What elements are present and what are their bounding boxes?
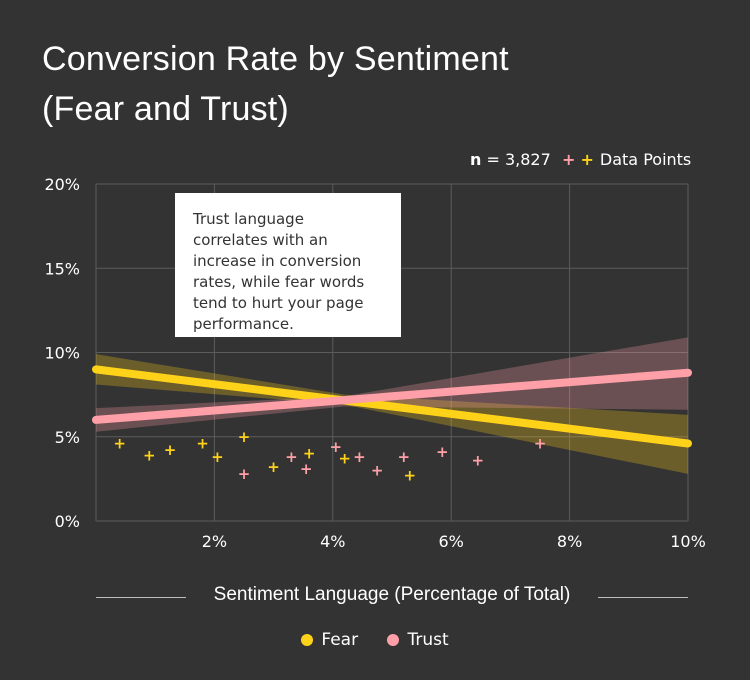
- trend-lines: [92, 365, 692, 448]
- fear-data-point: +: [303, 445, 316, 463]
- data-points: ++ + +++++ +++++++++ + ++: [113, 428, 546, 485]
- fear-data-point: +: [164, 441, 177, 459]
- trust-data-point: +: [353, 448, 366, 466]
- sample-size-value: = 3,827: [486, 150, 551, 169]
- annotation-callout: Trust language correlates with an increa…: [175, 193, 401, 337]
- x-tick-label: 10%: [670, 532, 706, 551]
- trust-data-point: +: [436, 443, 449, 461]
- trust-plus-icon: +: [562, 150, 576, 169]
- y-tick-label: 10%: [44, 344, 80, 363]
- y-tick-label: 0%: [55, 512, 80, 531]
- x-axis-title-row: Sentiment Language (Percentage of Total): [96, 582, 688, 612]
- data-points-legend-label: Data Points: [599, 150, 692, 169]
- legend-item-fear: Fear: [301, 630, 358, 650]
- trust-data-point: +: [329, 438, 342, 456]
- trust-data-point: +: [472, 451, 485, 469]
- trust-dot-icon: [387, 634, 400, 646]
- x-axis-title: Sentiment Language (Percentage of Total): [96, 584, 688, 606]
- fear-dot-icon: [301, 634, 314, 646]
- x-tick-label: 2%: [202, 532, 227, 551]
- chart-title-line-2: (Fear and Trust): [42, 90, 289, 128]
- x-tick-label: 4%: [320, 532, 345, 551]
- chart-title: Conversion Rate by Sentiment (Fear and T…: [42, 34, 702, 134]
- series-legend: Fear Trust: [0, 630, 750, 650]
- legend-item-trust: Trust: [387, 630, 449, 650]
- trust-trend-line: [92, 368, 692, 424]
- trust-data-point: +: [534, 434, 547, 452]
- fear-plus-icon: +: [580, 150, 594, 169]
- legend-label-fear: Fear: [321, 630, 359, 650]
- trust-data-point: +: [238, 465, 251, 483]
- y-tick-label: 5%: [55, 428, 80, 447]
- x-tick-label: 8%: [557, 532, 582, 551]
- axis-ticks: 0% 5% 10% 15% 20% 2% 4% 6% 8% 10%: [44, 175, 705, 551]
- x-axis-title-text: Sentiment Language (Percentage of Total): [205, 584, 579, 605]
- fear-data-point: +: [267, 458, 280, 476]
- chart-title-line-1: Conversion Rate by Sentiment: [42, 40, 509, 78]
- trust-data-point: +: [398, 448, 411, 466]
- fear-data-point: +: [143, 446, 156, 464]
- x-tick-label: 6%: [439, 532, 464, 551]
- fear-data-point: +: [238, 428, 251, 446]
- fear-data-point: +: [403, 467, 416, 485]
- fear-data-point: +: [196, 434, 209, 452]
- trust-data-point: +: [285, 448, 298, 466]
- fear-trend-line: [92, 365, 692, 448]
- sample-size-label: n = 3,827: [470, 150, 551, 169]
- sample-size-n: n: [470, 150, 482, 169]
- fear-data-point: +: [338, 450, 351, 468]
- trust-data-point: +: [371, 461, 384, 479]
- y-tick-label: 20%: [44, 175, 80, 194]
- x-axis-title-rule-left: [96, 597, 186, 598]
- fear-data-point: +: [211, 448, 224, 466]
- fear-data-point: +: [113, 434, 126, 452]
- x-axis-title-rule-right: [598, 597, 688, 598]
- legend-label-trust: Trust: [407, 630, 449, 650]
- data-points-legend: + + Data Points: [562, 150, 691, 169]
- y-tick-label: 15%: [44, 259, 80, 278]
- trust-data-point: +: [300, 460, 313, 478]
